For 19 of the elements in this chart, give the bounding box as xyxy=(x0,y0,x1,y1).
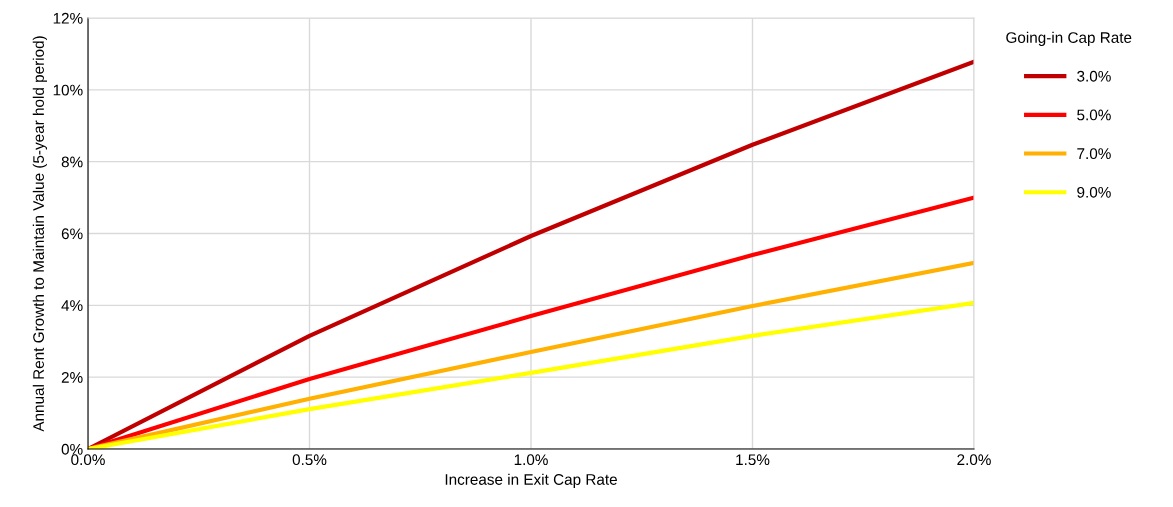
y-tick-label: 12% xyxy=(53,12,83,24)
legend-label: 9.0% xyxy=(1077,186,1111,198)
y-tick-label: 8% xyxy=(61,156,83,168)
x-tick-label: 0.5% xyxy=(292,454,327,466)
y-tick-label: 2% xyxy=(61,372,83,383)
legend-label: 5.0% xyxy=(1077,109,1111,121)
y-tick-label: 4% xyxy=(61,300,83,311)
y-tick-label: 10% xyxy=(53,84,83,96)
x-tick-label: 1.5% xyxy=(736,454,770,466)
x-tick-label: 0.0% xyxy=(71,454,105,466)
y-tick-label: 0% xyxy=(61,443,83,455)
legend-title: Going-in Cap Rate xyxy=(1006,31,1132,46)
y-tick-label: 6% xyxy=(61,228,83,240)
x-axis-title: Increase in Exit Cap Rate xyxy=(445,473,617,488)
y-axis-title: Annual Rent Growth to Maintain Value (5-year hold period) xyxy=(32,36,48,432)
x-tick-label: 2.0% xyxy=(957,454,991,466)
legend-label: 3.0% xyxy=(1077,70,1111,82)
x-tick-label: 1.0% xyxy=(514,454,548,466)
legend-label: 7.0% xyxy=(1077,148,1111,160)
